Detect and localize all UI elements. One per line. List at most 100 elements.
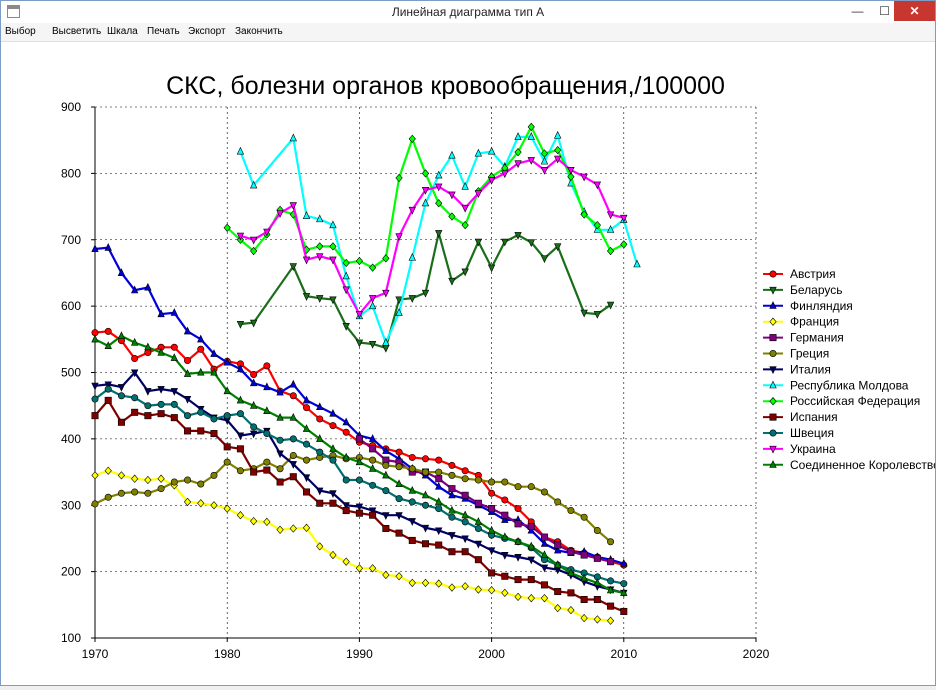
data-point (421, 198, 430, 207)
data-point (183, 497, 192, 507)
data-point (368, 301, 377, 310)
minimize-button[interactable]: — (851, 4, 864, 18)
data-point (210, 471, 218, 479)
data-point (263, 430, 271, 438)
close-button[interactable]: ✕ (894, 1, 935, 21)
data-point (501, 496, 509, 504)
y-tick-label: 500 (61, 366, 81, 380)
data-point (184, 357, 192, 365)
data-point (170, 414, 178, 422)
data-point (303, 404, 311, 412)
data-point (197, 367, 205, 376)
data-point (236, 146, 245, 155)
data-point (540, 488, 548, 496)
data-point (329, 408, 337, 417)
data-point (316, 402, 324, 411)
data-point (144, 489, 152, 497)
data-point (144, 282, 152, 291)
data-point (448, 505, 456, 514)
data-point (276, 387, 284, 396)
data-point (593, 554, 601, 562)
data-point (382, 254, 390, 263)
data-point (593, 578, 602, 586)
data-point (382, 344, 390, 353)
data-point (435, 579, 443, 588)
data-point (223, 223, 231, 232)
data-point (461, 518, 469, 526)
data-point (474, 476, 482, 484)
data-point (276, 450, 284, 459)
app-icon (7, 5, 20, 18)
data-point (210, 501, 218, 510)
data-point (197, 427, 205, 435)
data-point (514, 592, 522, 602)
data-point (210, 367, 218, 376)
data-point (249, 400, 258, 409)
data-point (501, 572, 509, 580)
data-point (223, 443, 231, 451)
data-point (369, 263, 377, 272)
data-point (514, 160, 522, 169)
menu-item-select[interactable]: Выбор (5, 26, 36, 37)
data-point (236, 321, 245, 329)
data-point (316, 295, 324, 303)
data-point (461, 220, 469, 230)
data-point (580, 210, 588, 219)
data-point (461, 268, 469, 277)
data-point (157, 474, 165, 483)
data-point (276, 478, 284, 486)
data-point (104, 341, 112, 349)
data-point (342, 557, 350, 566)
data-point (620, 558, 628, 567)
data-point (606, 585, 615, 594)
data-point (527, 157, 535, 165)
data-point (144, 402, 152, 410)
data-point (170, 388, 178, 396)
data-point (620, 588, 628, 596)
maximize-button[interactable]: ☐ (879, 4, 890, 18)
data-point (342, 417, 350, 426)
data-point (607, 558, 615, 566)
data-point (197, 334, 205, 343)
legend-label: Германия (790, 331, 844, 345)
data-point (184, 412, 192, 420)
data-point (329, 499, 337, 507)
x-tick-label: 2010 (610, 647, 637, 661)
data-point (435, 481, 443, 490)
data-point (316, 434, 324, 442)
data-point (144, 349, 152, 357)
data-point (395, 572, 403, 581)
data-point (342, 286, 350, 295)
data-point (488, 586, 496, 595)
menu-bar: Выбор Высветить Шкала Печать Экспорт Зак… (1, 23, 935, 42)
series-line-11 (240, 157, 625, 317)
data-point (607, 602, 615, 610)
data-point (289, 473, 297, 481)
data-point (104, 466, 112, 475)
data-point (382, 570, 390, 580)
menu-item-finish[interactable]: Закончить (235, 26, 283, 37)
data-point (421, 169, 430, 178)
data-point (157, 400, 165, 408)
data-point (130, 337, 139, 346)
data-point (249, 430, 258, 439)
data-point (355, 311, 364, 319)
menu-item-scale[interactable]: Шкала (107, 26, 138, 37)
data-point (580, 309, 588, 318)
data-point (514, 232, 522, 240)
legend-label: Украина (790, 442, 836, 456)
data-point (540, 564, 549, 573)
data-point (395, 529, 403, 537)
data-point (382, 337, 390, 346)
data-point (342, 428, 350, 436)
data-point (514, 483, 522, 491)
menu-item-export[interactable]: Экспорт (188, 26, 226, 37)
data-point (461, 491, 469, 499)
data-point (580, 513, 588, 521)
title-bar[interactable]: Линейная диаграмма тип A — ☐ ✕ (1, 1, 935, 23)
menu-item-print[interactable]: Печать (147, 26, 180, 37)
legend-marker (769, 301, 777, 309)
data-point (355, 435, 363, 443)
menu-item-highlight[interactable]: Высветить (52, 26, 102, 37)
data-point (316, 242, 324, 251)
